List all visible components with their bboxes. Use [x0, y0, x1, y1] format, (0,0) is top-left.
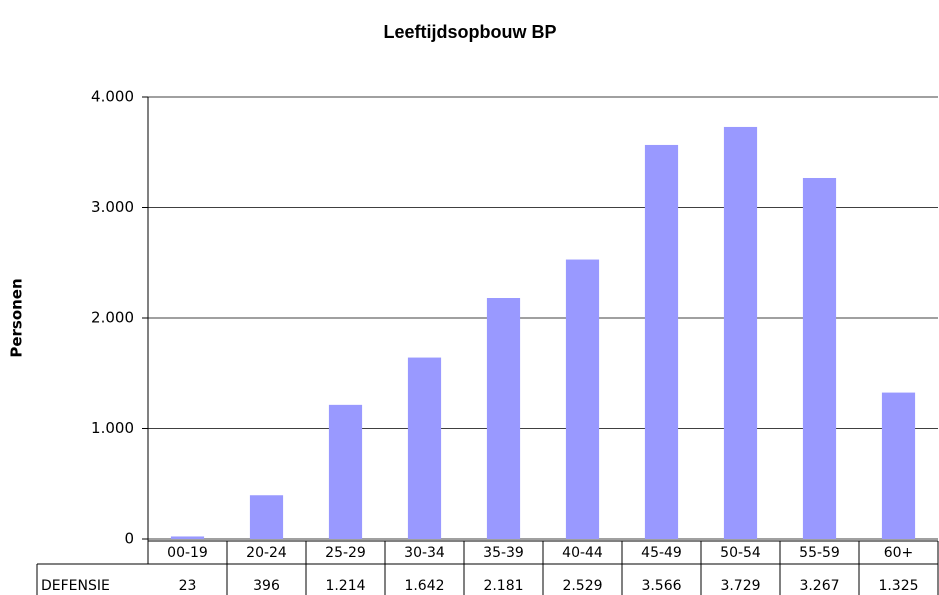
y-tick-label: 3.000: [91, 198, 134, 216]
x-tick-label: 60+: [884, 545, 914, 561]
bar: [407, 357, 442, 539]
bar: [565, 259, 600, 539]
y-tick-label: 1.000: [91, 419, 134, 437]
data-label: 1.325: [878, 578, 918, 594]
x-tick-label: 50-54: [720, 545, 761, 561]
chart-title: Leeftijdsopbouw BP: [384, 22, 557, 42]
data-label: 3.267: [799, 578, 839, 594]
x-tick-label: 00-19: [167, 545, 208, 561]
y-tick-label: 2.000: [91, 309, 134, 327]
x-tick-label: 35-39: [483, 545, 524, 561]
x-tick-label: 45-49: [641, 545, 682, 561]
bar: [802, 177, 837, 539]
x-tick-label: 55-59: [799, 545, 840, 561]
y-axis-label: Personen: [8, 278, 26, 357]
y-tick-label: 4.000: [91, 88, 134, 106]
data-label: 1.214: [325, 578, 365, 594]
x-tick-label: 20-24: [246, 545, 287, 561]
data-label: 23: [179, 578, 197, 594]
bar: [881, 392, 916, 539]
x-tick-label: 25-29: [325, 545, 366, 561]
bar: [644, 144, 679, 539]
x-tick-label: 30-34: [404, 545, 445, 561]
bar: [249, 495, 284, 539]
data-label: 2.181: [483, 578, 523, 594]
bar: [486, 297, 521, 539]
data-label: 3.566: [641, 578, 681, 594]
legend-label: DEFENSIE: [41, 578, 110, 594]
data-label: 396: [253, 578, 280, 594]
data-label: 1.642: [404, 578, 444, 594]
bar: [328, 404, 363, 539]
data-label: 3.729: [720, 578, 760, 594]
bar: [170, 536, 205, 539]
bar: [723, 126, 758, 540]
x-tick-label: 40-44: [562, 545, 603, 561]
y-tick-label: 0: [124, 530, 134, 548]
data-label: 2.529: [562, 578, 602, 594]
